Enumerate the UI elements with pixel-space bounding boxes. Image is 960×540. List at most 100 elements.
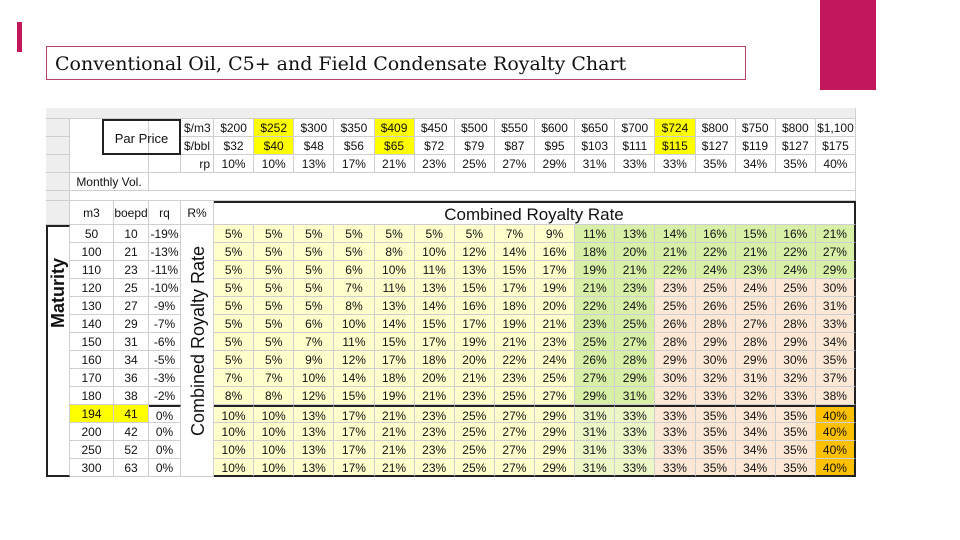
royalty-value-cell: 17% bbox=[374, 351, 415, 369]
royalty-value-cell: 27% bbox=[735, 315, 776, 333]
royalty-value-cell: 13% bbox=[294, 423, 335, 441]
row-rq-cell: 0% bbox=[149, 405, 181, 423]
maturity-label: Maturity bbox=[48, 258, 68, 329]
row-m3-cell: 50 bbox=[70, 225, 114, 243]
royalty-value-cell: 27% bbox=[494, 459, 535, 477]
royalty-value-cell: 23% bbox=[655, 279, 696, 297]
royalty-value-cell: 24% bbox=[535, 351, 576, 369]
royalty-value-cell: 29% bbox=[655, 351, 696, 369]
royalty-value-cell: 11% bbox=[414, 261, 455, 279]
royalty-value-cell: 10% bbox=[214, 423, 255, 441]
accent-bar bbox=[17, 22, 22, 52]
royalty-value-cell: 7% bbox=[254, 369, 295, 387]
royalty-value-cell: 29% bbox=[735, 351, 776, 369]
royalty-value-cell: 21% bbox=[374, 441, 415, 459]
royalty-value-cell: 5% bbox=[214, 279, 255, 297]
rp-cell: 10% bbox=[214, 155, 255, 173]
royalty-value-cell: 20% bbox=[535, 297, 576, 315]
row-boepd-cell: 31 bbox=[114, 333, 149, 351]
row-boepd-cell: 36 bbox=[114, 369, 149, 387]
royalty-value-cell: 18% bbox=[494, 297, 535, 315]
royalty-value-cell: 20% bbox=[615, 243, 656, 261]
royalty-value-cell: 10% bbox=[254, 459, 295, 477]
royalty-value-cell: 33% bbox=[655, 441, 696, 459]
price-bbl-cell: $103 bbox=[575, 137, 616, 155]
royalty-value-cell: 29% bbox=[775, 333, 816, 351]
royalty-value-cell: 35% bbox=[695, 459, 736, 477]
royalty-value-cell: 23% bbox=[494, 369, 535, 387]
royalty-value-cell: 5% bbox=[254, 333, 295, 351]
royalty-value-cell: 5% bbox=[454, 225, 495, 243]
left-gray-band bbox=[46, 119, 70, 137]
price-bbl-cell: $127 bbox=[695, 137, 736, 155]
royalty-value-cell: 18% bbox=[414, 351, 455, 369]
royalty-value-cell: 10% bbox=[214, 441, 255, 459]
royalty-value-cell: 34% bbox=[735, 441, 776, 459]
royalty-value-cell: 27% bbox=[494, 423, 535, 441]
royalty-value-cell: 27% bbox=[494, 405, 535, 423]
price-bbl-cell: $111 bbox=[615, 137, 656, 155]
royalty-value-cell: 29% bbox=[575, 387, 616, 405]
row-boepd-cell: 10 bbox=[114, 225, 149, 243]
royalty-value-cell: 30% bbox=[655, 369, 696, 387]
price-bbl-cell: $87 bbox=[494, 137, 535, 155]
royalty-value-cell: 5% bbox=[214, 333, 255, 351]
royalty-value-cell: 13% bbox=[615, 225, 656, 243]
rp-cell: 40% bbox=[815, 155, 856, 173]
royalty-value-cell: 7% bbox=[494, 225, 535, 243]
royalty-value-cell: 15% bbox=[735, 225, 776, 243]
row-boepd-cell: 63 bbox=[114, 459, 149, 477]
royalty-value-cell: 5% bbox=[254, 297, 295, 315]
unit-label-0: $/m3 bbox=[181, 119, 214, 137]
royalty-value-cell: 10% bbox=[294, 369, 335, 387]
monthly-vol-label: Monthly Vol. bbox=[70, 173, 149, 191]
royalty-value-cell: 23% bbox=[414, 441, 455, 459]
royalty-value-cell: 31% bbox=[815, 297, 856, 315]
royalty-value-cell: 16% bbox=[775, 225, 816, 243]
title-box: Conventional Oil, C5+ and Field Condensa… bbox=[46, 46, 746, 80]
rp-cell: 31% bbox=[575, 155, 616, 173]
royalty-value-cell: 6% bbox=[294, 315, 335, 333]
royalty-value-cell: 14% bbox=[374, 315, 415, 333]
royalty-value-cell: 23% bbox=[454, 387, 495, 405]
row-boepd-cell: 42 bbox=[114, 423, 149, 441]
rp-cell: 23% bbox=[414, 155, 455, 173]
royalty-value-cell: 19% bbox=[494, 315, 535, 333]
royalty-value-cell: 5% bbox=[214, 225, 255, 243]
royalty-value-cell: 24% bbox=[775, 261, 816, 279]
royalty-value-cell: 25% bbox=[454, 423, 495, 441]
price-bbl-cell: $40 bbox=[254, 137, 295, 155]
royalty-value-cell: 26% bbox=[575, 351, 616, 369]
row-m3-cell: 170 bbox=[70, 369, 114, 387]
price-bbl-cell: $56 bbox=[334, 137, 375, 155]
royalty-value-cell: 17% bbox=[334, 441, 375, 459]
price-m3-cell: $300 bbox=[294, 119, 335, 137]
royalty-value-cell: 15% bbox=[454, 279, 495, 297]
unit-label-1: $/bbl bbox=[181, 137, 214, 155]
header-col_m3: m3 bbox=[70, 201, 114, 225]
royalty-value-cell: 5% bbox=[414, 225, 455, 243]
unit-label-2: rp bbox=[181, 155, 214, 173]
royalty-value-cell: 19% bbox=[575, 261, 616, 279]
price-m3-cell: $700 bbox=[615, 119, 656, 137]
royalty-value-cell: 14% bbox=[494, 243, 535, 261]
royalty-value-cell: 10% bbox=[334, 315, 375, 333]
price-bbl-cell: $175 bbox=[815, 137, 856, 155]
royalty-value-cell: 15% bbox=[414, 315, 455, 333]
royalty-value-cell: 22% bbox=[655, 261, 696, 279]
royalty-value-cell: 14% bbox=[414, 297, 455, 315]
royalty-table: Par Price $/m3 $/bbl rp $200 $32 10% $252 $40 10%… bbox=[46, 108, 876, 479]
royalty-value-cell: 25% bbox=[695, 279, 736, 297]
royalty-value-cell: 33% bbox=[615, 423, 656, 441]
royalty-value-cell: 35% bbox=[695, 405, 736, 423]
royalty-value-cell: 28% bbox=[615, 351, 656, 369]
rp-cell: 21% bbox=[374, 155, 415, 173]
royalty-value-cell: 33% bbox=[775, 387, 816, 405]
royalty-value-cell: 7% bbox=[214, 369, 255, 387]
price-m3-cell: $800 bbox=[775, 119, 816, 137]
price-m3-cell: $1,100 bbox=[815, 119, 856, 137]
left-gray-band bbox=[46, 137, 70, 155]
royalty-value-cell: 12% bbox=[454, 243, 495, 261]
royalty-value-cell: 10% bbox=[214, 459, 255, 477]
royalty-value-cell: 29% bbox=[815, 261, 856, 279]
